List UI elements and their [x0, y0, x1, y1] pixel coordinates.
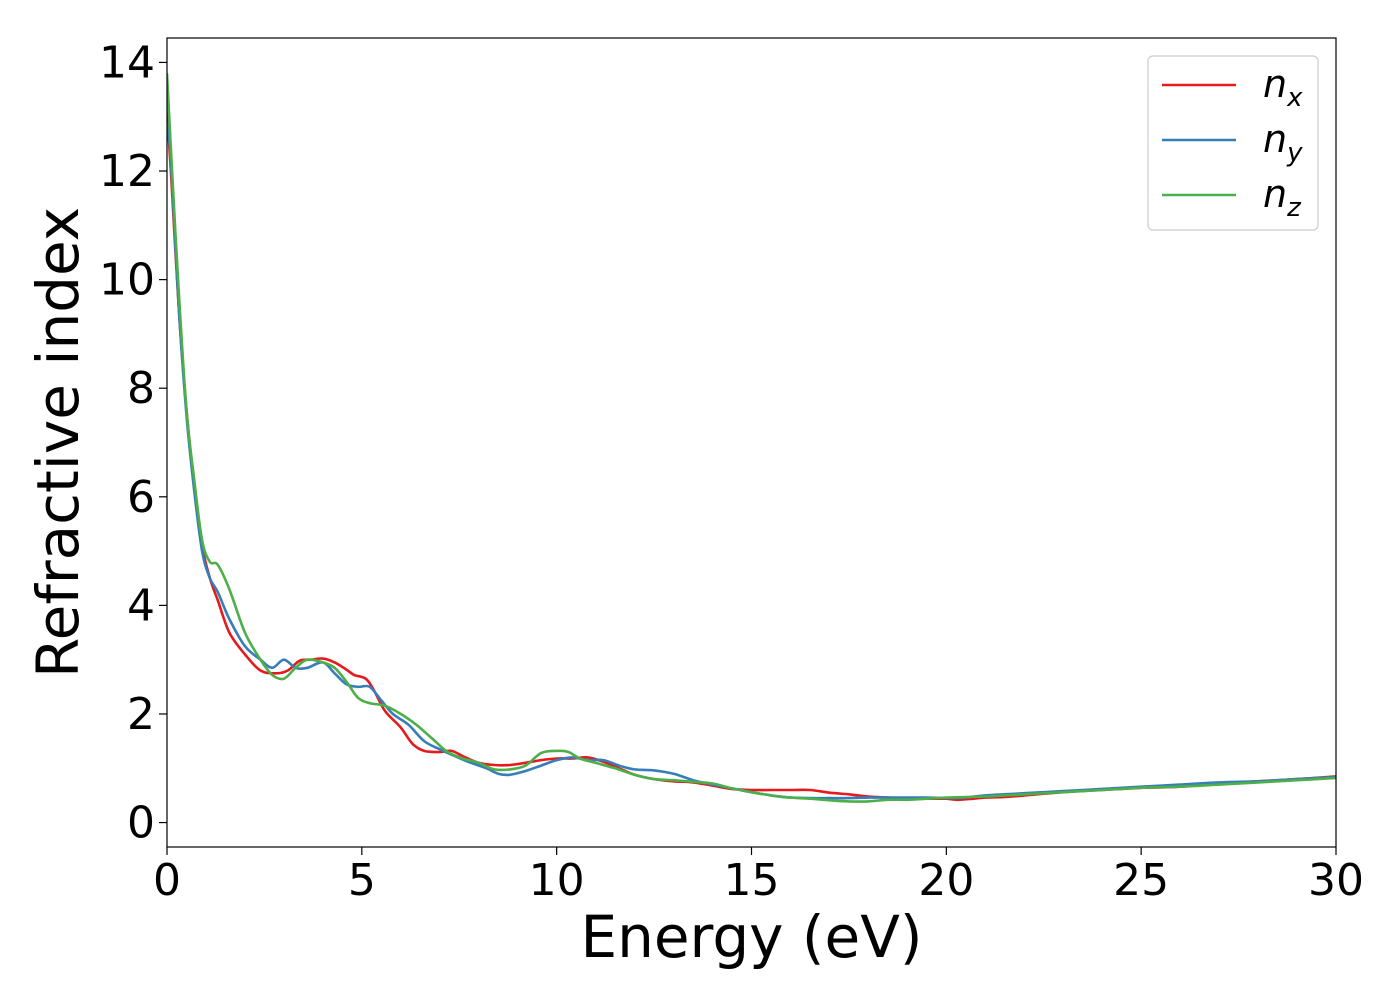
x-tick-label: 15 [724, 855, 780, 906]
x-tick-label: 10 [529, 855, 585, 906]
x-axis-title: Energy (eV) [580, 903, 922, 971]
y-tick-label: 8 [127, 363, 155, 414]
series-line-nx [167, 111, 1336, 802]
y-tick-label: 4 [127, 580, 155, 631]
y-tick-label: 6 [127, 472, 155, 523]
legend-label-ny: ny [1263, 117, 1303, 168]
legend-label-nx: nx [1263, 62, 1303, 113]
legend-box [1147, 55, 1319, 231]
ticks-layer: 0 5 10 15 20 25 30 0 2 4 6 8 10 12 14 [99, 37, 1364, 906]
legend-label-main: n [1263, 172, 1287, 216]
x-tick-label: 5 [348, 855, 376, 906]
x-tick-label: 25 [1113, 855, 1169, 906]
legend-label-subscript: x [1286, 83, 1303, 113]
series-layer [167, 73, 1336, 803]
legend-label-nz: nz [1263, 172, 1302, 223]
x-tick-label: 30 [1308, 855, 1364, 906]
legend-label-main: n [1263, 117, 1287, 161]
y-tick-label: 2 [127, 689, 155, 740]
y-tick-label: 10 [99, 255, 155, 306]
legend-label-subscript: y [1286, 138, 1303, 168]
y-tick-label: 14 [99, 37, 155, 88]
series-line-nz [167, 73, 1336, 803]
y-tick-label: 0 [127, 798, 155, 849]
y-axis-title: Refractive index [24, 207, 92, 678]
legend-label-main: n [1263, 62, 1287, 106]
legend-label-subscript: z [1286, 193, 1302, 223]
x-tick-label: 0 [153, 855, 181, 906]
x-tick-label: 20 [918, 855, 974, 906]
y-tick-label: 12 [99, 146, 155, 197]
